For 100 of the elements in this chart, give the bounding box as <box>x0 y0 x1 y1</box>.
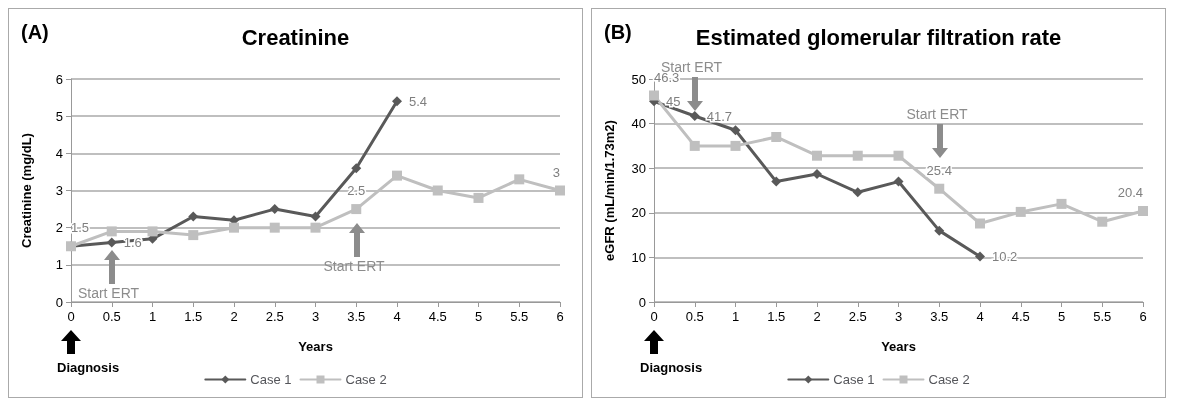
y-tick-label: 6 <box>55 71 63 87</box>
point <box>514 174 525 185</box>
point <box>1056 198 1067 209</box>
point <box>1097 216 1108 227</box>
point <box>893 150 904 161</box>
point <box>555 185 565 196</box>
y-tick-label: 5 <box>55 108 63 124</box>
point <box>730 140 741 151</box>
x-tick-label: 5.5 <box>1093 309 1112 324</box>
y-tick-label: 1 <box>55 257 63 273</box>
point <box>432 185 443 196</box>
x-tick-label: 0 <box>67 309 75 324</box>
y-tick-label: 20 <box>631 205 646 221</box>
point <box>812 150 822 161</box>
y-tick-label: 4 <box>55 145 63 161</box>
x-tick-label: 5 <box>474 309 483 324</box>
x-tick-label: 6 <box>1139 309 1147 324</box>
y-tick-label: 40 <box>631 116 646 132</box>
x-tick-label: 4 <box>393 309 401 324</box>
x-tick-label: 0 <box>650 309 658 324</box>
point <box>106 226 117 237</box>
data-label: 2.5 <box>347 183 366 199</box>
chart-title: Creatinine <box>241 24 350 50</box>
data-label: 41.7 <box>706 108 733 124</box>
legend-label: Case 1 <box>250 372 292 387</box>
point <box>188 230 199 241</box>
x-tick-label: 2 <box>813 309 821 324</box>
x-tick-label: 3 <box>894 309 903 324</box>
annotation: Start ERT <box>323 258 385 274</box>
y-tick-label: 3 <box>55 183 63 198</box>
x-tick-label: 1.5 <box>184 309 203 324</box>
x-tick-label: 0.5 <box>685 309 704 324</box>
point <box>934 183 945 194</box>
legend-label: Case 2 <box>928 372 970 387</box>
x-tick-label: 2.5 <box>265 309 284 324</box>
point <box>310 222 321 233</box>
point <box>229 222 239 233</box>
point <box>310 211 321 222</box>
point <box>689 111 700 122</box>
x-tick-label: 1 <box>731 309 740 324</box>
data-label: 45 <box>666 93 681 109</box>
data-label: 3 <box>552 164 560 180</box>
x-tick-label: 5.5 <box>510 309 529 324</box>
point <box>975 218 985 229</box>
text: Diagnosis <box>640 360 703 375</box>
y-tick-label: 50 <box>631 71 646 87</box>
point <box>351 163 362 174</box>
point <box>147 226 158 237</box>
x-tick-label: 5 <box>1057 309 1066 324</box>
text: (B) <box>604 21 632 44</box>
legend-label: Case 1 <box>833 372 875 387</box>
point <box>649 90 659 101</box>
x-tick-label: 6 <box>556 309 564 324</box>
data-label: 1.5 <box>71 220 90 236</box>
point <box>975 251 985 262</box>
chart-title: Estimated glomerular filtration rate <box>695 24 1062 50</box>
y-tick-label: 2 <box>55 220 63 236</box>
legend-label: Case 2 <box>345 372 387 387</box>
point <box>1015 206 1026 217</box>
x-tick-label: 4 <box>976 309 984 324</box>
data-label: 25.4 <box>926 162 952 178</box>
point <box>269 204 280 215</box>
point <box>730 125 741 136</box>
annotation: Start ERT <box>906 105 968 122</box>
point <box>392 96 402 107</box>
point <box>689 140 700 151</box>
point <box>771 176 782 187</box>
text: (A) <box>21 21 49 44</box>
y-tick-label: 10 <box>631 249 646 265</box>
point <box>812 169 822 179</box>
annotation: Start ERT <box>77 285 140 301</box>
y-tick-label: 0 <box>55 294 63 310</box>
point <box>269 222 280 233</box>
x-tick-label: 3 <box>311 309 320 324</box>
x-tick-label: 3.5 <box>347 309 366 324</box>
point <box>473 192 484 203</box>
point <box>934 225 945 236</box>
point <box>1138 206 1148 217</box>
x-tick-label: 1.5 <box>767 309 786 324</box>
data-label: 10.2 <box>992 249 1018 265</box>
y-tick-label: 0 <box>638 294 646 310</box>
point <box>852 187 863 198</box>
point <box>351 204 362 215</box>
x-tick-label: 4.5 <box>1011 309 1030 324</box>
x-axis-title: Years <box>298 339 333 354</box>
data-label: 5.4 <box>409 93 428 109</box>
point <box>771 131 782 142</box>
y-tick-label: 30 <box>631 160 646 176</box>
x-tick-label: 1 <box>148 309 157 324</box>
x-tick-label: 2.5 <box>848 309 867 324</box>
text: Diagnosis <box>57 360 120 375</box>
point <box>852 150 863 161</box>
x-tick-label: 3.5 <box>930 309 949 324</box>
x-axis-title: Years <box>881 339 916 354</box>
x-tick-label: 0.5 <box>102 309 121 324</box>
point <box>106 237 117 248</box>
point <box>893 176 904 187</box>
point <box>188 211 199 222</box>
point <box>392 170 402 181</box>
y-axis-title: eGFR (mL/min/1.73m2) <box>602 120 617 261</box>
